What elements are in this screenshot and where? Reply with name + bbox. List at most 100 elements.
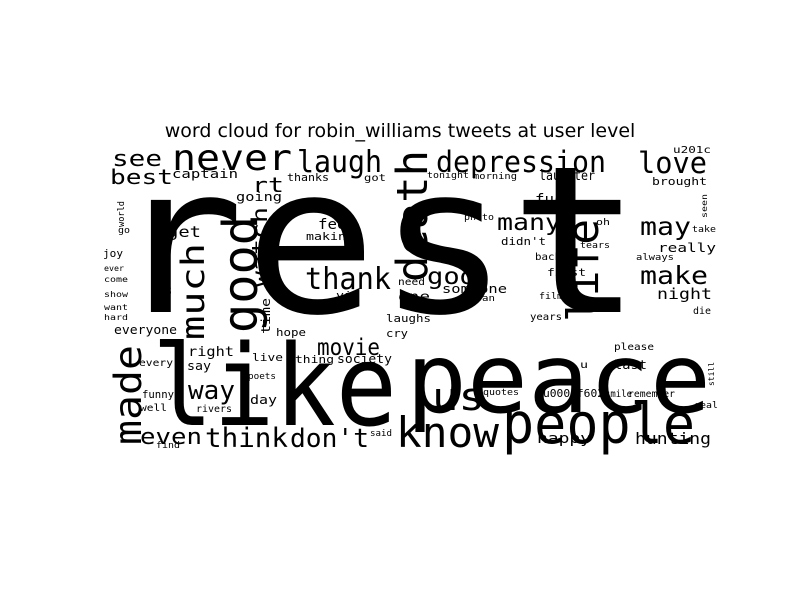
word-made: made: [107, 345, 150, 445]
word-brought: brought: [652, 175, 707, 188]
word-tonight: tonight: [427, 171, 469, 181]
word-rest: rest: [112, 123, 642, 361]
word-depression: depression: [436, 145, 606, 179]
word-every: every: [139, 358, 173, 369]
word-tears: tears: [580, 241, 610, 251]
word-think: think: [205, 423, 288, 454]
word-thank: thank: [305, 262, 391, 297]
word-go: go: [118, 226, 130, 236]
word-laughter: laughter: [539, 169, 595, 184]
word-death: death: [388, 150, 438, 282]
word-best: best: [110, 165, 173, 189]
word-time: time: [259, 298, 273, 334]
word-happy: happy: [537, 431, 591, 447]
word-night: night: [657, 285, 712, 303]
word-last: last: [614, 358, 647, 372]
word-making: making: [306, 230, 354, 243]
word-one: one: [398, 290, 430, 305]
word-watch: watch: [248, 207, 272, 287]
word-us: us: [432, 375, 485, 419]
word-please: please: [614, 342, 654, 353]
word-seen: seen: [700, 194, 709, 218]
word-poets: poets: [248, 372, 276, 382]
word-always: always: [636, 253, 674, 263]
word-rivers: rivers: [196, 404, 232, 415]
word-people: people: [502, 392, 695, 457]
word-captain: captain: [172, 167, 238, 181]
word-die: die: [693, 306, 711, 317]
word-film: film: [539, 292, 563, 302]
word-remember: remember: [628, 389, 675, 400]
word-society: society: [337, 352, 392, 366]
word-many: many: [497, 210, 561, 236]
word-come: come: [104, 275, 128, 284]
word-back: back: [535, 252, 561, 263]
chart-title: word cloud for robin_williams tweets at …: [164, 120, 636, 142]
word-like: like: [152, 322, 397, 452]
word-love: love: [638, 146, 707, 180]
word-everyone: everyone: [114, 323, 177, 337]
word-rt: rt: [252, 173, 284, 197]
word-3: 3: [164, 284, 172, 298]
word-hunting: hunting: [635, 429, 711, 448]
word-didnt: didn't: [501, 235, 546, 248]
word-joy: joy: [103, 247, 123, 260]
word-got: got: [364, 173, 386, 184]
word-find: find: [156, 441, 180, 451]
word-cry: cry: [386, 327, 408, 340]
word-going: going: [236, 190, 282, 204]
word-take: take: [692, 225, 716, 235]
word-ever: ever: [104, 264, 124, 273]
word-much: much: [174, 243, 212, 340]
word-years: years: [530, 312, 562, 323]
word-really: really: [658, 241, 716, 255]
word-first: first: [547, 266, 586, 279]
word-photo: photo: [464, 213, 494, 223]
word-killed: killed: [539, 202, 569, 210]
word-life: life: [558, 219, 609, 322]
word-u201c: u201c: [673, 145, 711, 156]
word-thing: thing: [295, 353, 334, 366]
word-need: need: [398, 277, 425, 288]
word-joan: joan: [469, 294, 495, 304]
word-laughs: laughs: [386, 312, 431, 325]
word-dont: don't: [290, 424, 369, 454]
word-say: say: [187, 359, 211, 373]
word-hard: hard: [104, 313, 128, 322]
word-well: well: [140, 403, 167, 414]
word-show: show: [104, 290, 128, 299]
word-u0001f602: u0001f602: [543, 387, 604, 400]
word-feel: feel: [318, 217, 356, 233]
word-said: said: [370, 429, 392, 439]
word-get: get: [167, 223, 201, 241]
word-world: world: [117, 201, 127, 227]
word-thanks: thanks: [287, 171, 329, 184]
word-morning: morning: [473, 172, 517, 182]
word-oh: oh: [596, 218, 610, 228]
word-smile: smile: [605, 389, 632, 400]
word-right: right: [188, 345, 234, 360]
word-make: make: [640, 261, 708, 290]
word-god: god: [427, 264, 476, 290]
word-laugh: laugh: [297, 145, 382, 180]
word-day: day: [250, 393, 277, 407]
word-real: real: [694, 401, 718, 411]
word-know: know: [396, 408, 500, 457]
word-funny: funny: [142, 388, 174, 401]
word-even: even: [140, 425, 202, 450]
word-still: still: [707, 362, 716, 386]
word-never: never: [172, 138, 292, 179]
word-quotes: quotes: [483, 388, 519, 398]
word-someone: someone: [442, 282, 507, 296]
word-want: want: [104, 303, 128, 312]
word-live: live: [252, 351, 283, 364]
word-may: may: [640, 212, 691, 241]
word-fuck: fuck: [535, 192, 574, 208]
word-movie: movie: [317, 335, 380, 361]
word-peace: peace: [406, 323, 711, 435]
word-via: via: [336, 289, 360, 302]
word-hope: hope: [276, 326, 306, 339]
word-see: see: [112, 147, 162, 172]
word-good: good: [213, 216, 269, 333]
